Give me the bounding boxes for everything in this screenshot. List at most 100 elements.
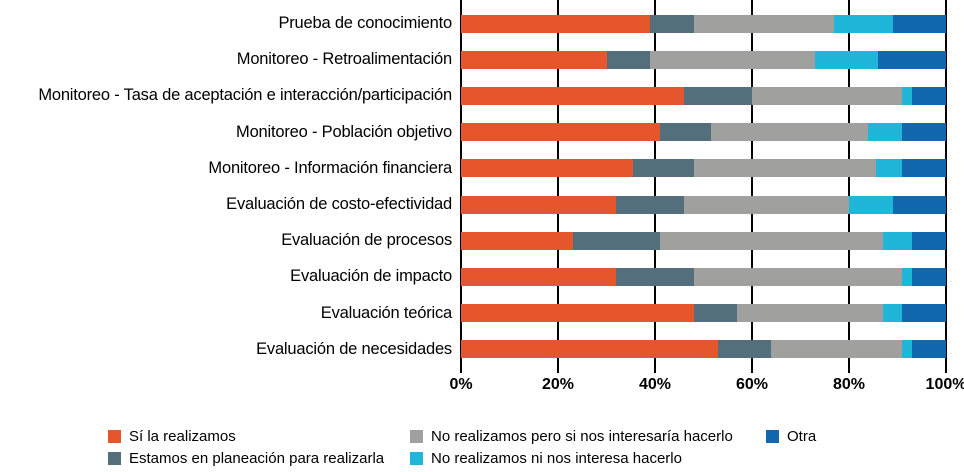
bar-segment xyxy=(461,14,651,33)
legend-label: Estamos en planeación para realizarla xyxy=(129,449,385,467)
bar-segment xyxy=(650,50,816,69)
legend-swatch xyxy=(108,429,121,443)
x-tick-label: 40% xyxy=(638,376,672,393)
category-label: Evaluación de impacto xyxy=(290,267,452,286)
legend: Sí la realizamos No realizamos pero si no… xyxy=(108,425,816,469)
bar-segment xyxy=(650,14,694,33)
bar-segment xyxy=(815,50,879,69)
category-label: Evaluación de procesos xyxy=(281,231,452,250)
bar-segment xyxy=(633,159,694,178)
bar-segment xyxy=(693,304,738,323)
bar-segment xyxy=(461,159,634,178)
bar-segment xyxy=(848,195,893,214)
bar-segment xyxy=(902,340,913,359)
bar-row xyxy=(461,159,946,178)
bar-segment xyxy=(693,159,876,178)
gridline-80 xyxy=(848,0,850,373)
bar-segment xyxy=(461,304,694,323)
bar-segment xyxy=(616,267,694,286)
legend-label: Otra xyxy=(787,427,817,445)
bar-segment xyxy=(751,86,903,105)
bar-row xyxy=(461,195,946,214)
legend-item: Otra xyxy=(766,425,816,447)
bar-segment xyxy=(461,86,685,105)
legend-item: Sí la realizamos xyxy=(108,425,410,447)
x-tick-label: 20% xyxy=(541,376,575,393)
bar-segment xyxy=(693,14,835,33)
gridline-100 xyxy=(945,0,947,373)
legend-swatch xyxy=(410,451,423,465)
bar-row xyxy=(461,304,946,323)
bar-segment xyxy=(737,304,883,323)
gridline-20 xyxy=(557,0,559,373)
legend-swatch xyxy=(108,451,121,465)
bar-segment xyxy=(902,304,946,323)
category-axis: Prueba de conocimiento Monitoreo - Retroa… xyxy=(0,0,452,400)
legend-item: No realizamos ni nos interesa hacerlo xyxy=(410,447,766,469)
bar-segment xyxy=(875,159,903,178)
bar-segment xyxy=(878,50,946,69)
bar-segment xyxy=(912,86,946,105)
category-label: Monitoreo - Información financiera xyxy=(208,158,452,177)
bar-segment xyxy=(902,267,913,286)
bar-segment xyxy=(882,304,903,323)
x-tick-label: 0% xyxy=(449,376,473,393)
bar-segment xyxy=(693,267,903,286)
bar-segment xyxy=(461,231,573,250)
bar-segment xyxy=(892,14,946,33)
bar-row xyxy=(461,86,946,105)
category-label: Monitoreo - Tasa de aceptación e interac… xyxy=(38,86,452,105)
bar-row xyxy=(461,14,946,33)
gridline-60 xyxy=(751,0,753,373)
plot-area: 0% 20% 40% 60% 80% 100% xyxy=(449,0,964,400)
bar-row xyxy=(461,231,946,250)
bar-segment xyxy=(710,123,869,142)
bar-segment xyxy=(461,50,607,69)
bar-segment xyxy=(902,123,946,142)
bar-segment xyxy=(912,267,946,286)
gridline-40 xyxy=(654,0,656,373)
bar-segment xyxy=(834,14,893,33)
bar-segment xyxy=(572,231,660,250)
bar-segment xyxy=(912,231,946,250)
legend-label: Sí la realizamos xyxy=(129,427,236,445)
bar-row xyxy=(461,267,946,286)
category-label: Monitoreo - Población objetivo xyxy=(236,122,452,141)
legend-item: Estamos en planeación para realizarla xyxy=(108,447,410,469)
bar-segment xyxy=(461,267,617,286)
x-tick-label: 100% xyxy=(925,376,964,393)
x-tick-label: 80% xyxy=(832,376,866,393)
bar-segment xyxy=(882,231,913,250)
legend-label: No realizamos pero si nos interesaría ha… xyxy=(431,427,733,445)
gridline-0 xyxy=(460,0,462,373)
bar-segment xyxy=(868,123,903,142)
bar-segment xyxy=(902,159,946,178)
category-label: Prueba de conocimiento xyxy=(278,14,452,32)
bar-segment xyxy=(892,195,946,214)
bar-segment xyxy=(461,340,719,359)
bar-row xyxy=(461,123,946,142)
category-label: Evaluación de costo-efectividad xyxy=(226,195,452,213)
bar-segment xyxy=(684,195,849,214)
legend-label: No realizamos ni nos interesa hacerlo xyxy=(431,449,682,467)
bar-row xyxy=(461,340,946,359)
legend-swatch xyxy=(766,429,779,443)
bar-segment xyxy=(461,195,617,214)
bar-row xyxy=(461,50,946,69)
legend-swatch xyxy=(410,429,423,443)
category-label: Monitoreo - Retroalimentación xyxy=(236,50,452,69)
bar-segment xyxy=(659,123,711,142)
bar-segment xyxy=(771,340,903,359)
legend-item: No realizamos pero si nos interesaría ha… xyxy=(410,425,766,447)
bar-segment xyxy=(616,195,685,214)
bar-segment xyxy=(684,86,752,105)
category-label: Evaluación teórica xyxy=(320,303,452,322)
bar-segment xyxy=(659,231,883,250)
bar-segment xyxy=(606,50,651,69)
bar-segment xyxy=(902,86,913,105)
bar-segment xyxy=(718,340,772,359)
x-tick-label: 60% xyxy=(735,376,769,393)
bar-segment xyxy=(461,123,660,142)
category-label: Evaluación de necesidades xyxy=(256,339,452,358)
